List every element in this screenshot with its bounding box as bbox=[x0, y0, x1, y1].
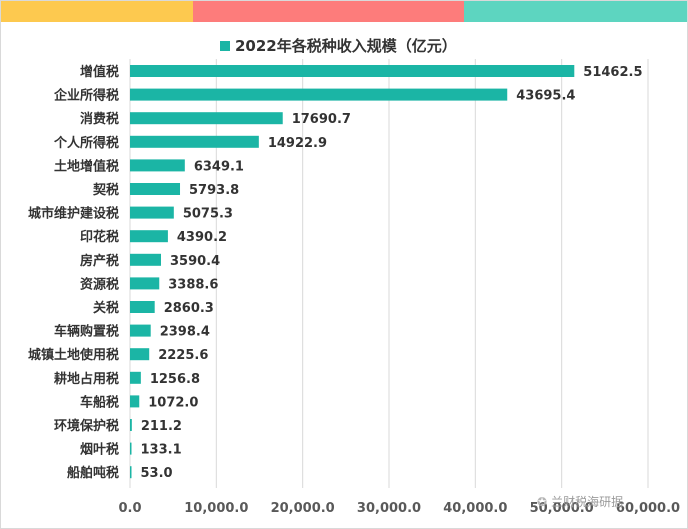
header-stripe-yellow bbox=[1, 1, 193, 22]
category-label: 土地增值税 bbox=[54, 158, 119, 174]
bar bbox=[130, 65, 575, 77]
bar bbox=[130, 253, 161, 266]
x-tick-label: 10,000.0 bbox=[184, 501, 248, 516]
category-label: 消费税 bbox=[80, 111, 119, 127]
watermark: ✪ 兰财税海研据 bbox=[537, 493, 623, 510]
category-labels: 增值税企业所得税消费税个人所得税土地增值税契税城市维护建设税印花税房产税资源税关… bbox=[28, 64, 119, 481]
data-label: 2860.3 bbox=[164, 301, 214, 316]
watermark-text: 兰财税海研据 bbox=[551, 495, 624, 509]
data-label: 2398.4 bbox=[160, 325, 210, 340]
bar bbox=[130, 112, 283, 125]
data-label: 211.2 bbox=[141, 419, 182, 434]
x-tick-label: 0.0 bbox=[118, 501, 141, 516]
category-label: 车船税 bbox=[80, 394, 119, 410]
bar bbox=[130, 277, 160, 290]
bar bbox=[130, 183, 181, 195]
value-labels: 51462.5 43695.4 17690.7 14922.9 6349.1 5793.8… bbox=[141, 65, 643, 481]
bar bbox=[130, 301, 155, 313]
legend: 2022年各税种收入规模（亿元） bbox=[220, 37, 457, 55]
category-label: 房产税 bbox=[80, 253, 119, 269]
bar bbox=[130, 230, 168, 243]
data-label: 4390.2 bbox=[177, 230, 227, 245]
data-label: 1256.8 bbox=[150, 372, 200, 387]
bar bbox=[130, 135, 259, 148]
data-label: 1072.0 bbox=[148, 395, 198, 410]
legend-label: 2022年各税种收入规模（亿元） bbox=[235, 37, 457, 55]
bar bbox=[130, 348, 150, 361]
header-stripe-teal bbox=[464, 1, 687, 22]
category-label: 车辆购置税 bbox=[54, 324, 119, 340]
category-label: 烟叶税 bbox=[80, 442, 119, 458]
x-tick-label: 30,000.0 bbox=[357, 501, 421, 516]
wechat-icon: ✪ bbox=[537, 495, 548, 509]
data-label: 53.0 bbox=[141, 466, 173, 481]
data-label: 43695.4 bbox=[516, 89, 575, 104]
category-label: 耕地占用税 bbox=[54, 371, 119, 387]
category-label: 环境保护税 bbox=[54, 418, 119, 434]
data-label: 5793.8 bbox=[189, 183, 239, 198]
data-label: 3388.6 bbox=[168, 277, 218, 292]
header-stripe-red bbox=[193, 1, 464, 22]
data-label: 133.1 bbox=[141, 443, 182, 458]
bar bbox=[130, 371, 141, 384]
category-label: 增值税 bbox=[80, 64, 119, 80]
bar bbox=[130, 419, 132, 431]
bar bbox=[130, 206, 174, 219]
category-label: 资源税 bbox=[80, 276, 119, 292]
data-label: 6349.1 bbox=[194, 159, 244, 174]
data-label: 51462.5 bbox=[583, 65, 642, 80]
bar bbox=[130, 395, 140, 408]
category-label: 契税 bbox=[92, 182, 119, 198]
category-label: 城镇土地使用税 bbox=[28, 347, 119, 363]
category-label: 船舶吨税 bbox=[67, 465, 119, 481]
category-label: 企业所得税 bbox=[53, 88, 119, 104]
data-label: 2225.6 bbox=[158, 348, 208, 363]
data-label: 3590.4 bbox=[170, 254, 220, 269]
category-label: 个人所得税 bbox=[53, 135, 119, 151]
gridlines bbox=[129, 59, 649, 488]
category-label: 城市维护建设税 bbox=[28, 206, 119, 222]
bar bbox=[130, 159, 185, 172]
bars bbox=[130, 65, 575, 479]
category-label: 关税 bbox=[93, 300, 119, 316]
x-tick-label: 40,000.0 bbox=[443, 501, 507, 516]
bar bbox=[130, 466, 132, 479]
data-label: 5075.3 bbox=[183, 207, 233, 222]
bar bbox=[130, 324, 151, 337]
category-label: 印花税 bbox=[80, 229, 119, 245]
x-tick-label: 60,000.0 bbox=[616, 501, 680, 516]
bar bbox=[130, 88, 508, 101]
x-tick-label: 20,000.0 bbox=[271, 501, 335, 516]
bar bbox=[130, 442, 132, 455]
x-tick-label: 50,000.0 bbox=[530, 501, 594, 516]
x-axis-ticks: 0.0 10,000.0 20,000.0 30,000.0 40,000.0 50,00… bbox=[118, 501, 680, 516]
data-label: 17690.7 bbox=[292, 112, 351, 127]
data-label: 14922.9 bbox=[268, 136, 327, 151]
legend-swatch bbox=[220, 41, 230, 51]
